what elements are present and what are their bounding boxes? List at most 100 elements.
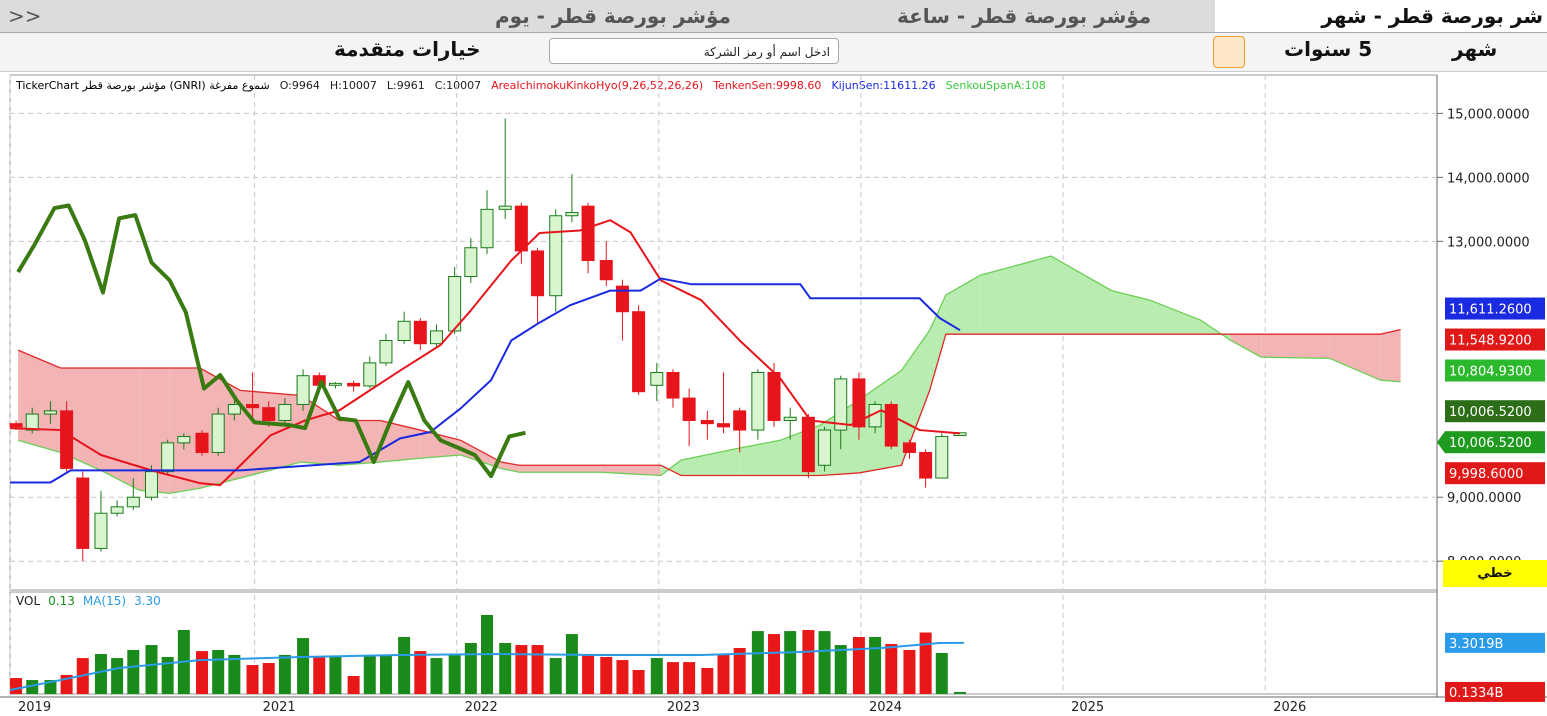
chart-header: TickerChart مؤشر بورصة قطر (GNRI) شموع م…	[16, 79, 1046, 92]
volume-bar	[363, 654, 376, 694]
range-button[interactable]: 5 سنوات	[1284, 37, 1373, 61]
plot-frame	[9, 74, 1438, 591]
candle-body	[581, 205, 595, 262]
volume-bar	[127, 650, 140, 694]
price-tag-label: 0.1334B	[1449, 686, 1503, 701]
volume-bar	[852, 636, 865, 694]
candle-body	[429, 330, 443, 345]
toolbar: شهر 5 سنوات ادخل اسم أو رمز الشركة خيارا…	[0, 33, 1547, 72]
candle-body	[43, 410, 57, 415]
tab[interactable]: مؤشر بورصة قطر - يوم	[495, 4, 731, 28]
cloud-segment	[519, 465, 601, 473]
volume-bar	[145, 645, 158, 694]
ma-line	[9, 641, 965, 691]
volume-bar	[10, 678, 23, 694]
draw-tool[interactable]	[1213, 36, 1245, 68]
cloud-segment	[139, 368, 170, 494]
volume-bar	[313, 656, 326, 694]
candle-body	[195, 432, 209, 453]
volume-bar	[297, 638, 310, 694]
price-tag	[1445, 297, 1545, 320]
tab[interactable]: مؤشر بورصة قطر - ساعة	[897, 4, 1152, 28]
volume-bar	[414, 651, 427, 694]
volume-bar	[76, 658, 89, 694]
volume-bar	[935, 652, 948, 694]
price-tag	[1445, 431, 1545, 454]
volume-bar	[784, 631, 797, 694]
candle-body	[328, 382, 342, 386]
candle-body	[296, 375, 310, 405]
volume-bar	[768, 634, 781, 694]
cloud-segment	[739, 440, 781, 476]
candle-body	[177, 435, 191, 444]
price-tag	[1445, 359, 1545, 382]
candle-body	[211, 413, 225, 453]
indicator-line	[10, 277, 961, 484]
x-tick-label: 2021	[263, 700, 296, 715]
volume-bar	[262, 663, 275, 694]
volume-bar	[953, 691, 966, 694]
volume-bar	[885, 643, 898, 694]
candle-body	[953, 432, 967, 437]
volume-bar	[379, 654, 392, 694]
candle-body	[278, 403, 292, 421]
price-tag	[1445, 681, 1545, 702]
volume-bar	[26, 680, 39, 694]
ohlc-label: L:9961	[386, 79, 425, 92]
candle-body	[733, 410, 747, 431]
ohlc-label: C:10007	[434, 79, 482, 92]
volume-bar	[683, 662, 696, 694]
volume-bar	[177, 630, 190, 694]
cloud-segment	[199, 368, 241, 489]
volume-bar	[329, 656, 342, 694]
volume-bar	[448, 654, 461, 694]
cloud-segment	[1261, 334, 1330, 359]
volume-bar	[818, 631, 831, 694]
scale-button[interactable]: خطي	[1443, 560, 1547, 587]
candle-body	[834, 378, 848, 431]
price-tag-label: 11,611.2600	[1449, 303, 1532, 318]
volume-bar	[60, 674, 73, 694]
price-tag-label: 10,006.5200	[1449, 405, 1532, 420]
cloud-segment	[1200, 320, 1231, 341]
period-button[interactable]: شهر	[1452, 37, 1498, 61]
search-box[interactable]: ادخل اسم أو رمز الشركة	[549, 38, 839, 64]
candle-body	[868, 403, 882, 428]
volume-bar	[582, 654, 595, 694]
cloud-segment	[929, 295, 946, 391]
candle-body	[599, 260, 613, 281]
candle-body	[818, 429, 832, 466]
volume-bar	[94, 654, 107, 694]
candle-body	[700, 419, 714, 425]
volume-bar	[212, 650, 225, 694]
volume-bar	[464, 643, 477, 694]
candle-body	[801, 416, 815, 473]
candle-body	[682, 397, 696, 421]
x-tick-label: 2024	[869, 700, 902, 715]
chart-title: TickerChart مؤشر بورصة قطر (GNRI) شموع م…	[16, 79, 270, 92]
options-button[interactable]: خيارات متقدمة	[334, 37, 481, 61]
collapse-button[interactable]: <<	[8, 4, 42, 28]
tab-active[interactable]: شر بورصة قطر - شهر	[1215, 0, 1547, 32]
cloud-segment	[460, 440, 502, 469]
candle-body	[884, 403, 898, 447]
price-tag-arrow	[1437, 431, 1445, 454]
candle-body	[413, 320, 427, 345]
volume-label: 3.30	[134, 594, 161, 608]
cloud-segment	[1380, 329, 1401, 382]
volume-frame	[9, 591, 1438, 695]
candle-body	[227, 403, 241, 415]
cloud-segment	[100, 368, 140, 491]
indicator-label: AreaIchimokuKinkoHyo(9,26,52,26,26)	[491, 79, 704, 92]
price-tag-label: 10,804.9300	[1449, 365, 1532, 380]
cloud-segment	[240, 390, 302, 479]
candle-body	[498, 205, 512, 210]
price-tag	[1445, 328, 1545, 351]
volume-label: MA(15)	[82, 594, 127, 608]
cloud-segment	[379, 420, 421, 463]
x-tick-label: 2025	[1071, 700, 1104, 715]
volume-bar	[44, 680, 57, 694]
candle-body	[717, 423, 730, 428]
